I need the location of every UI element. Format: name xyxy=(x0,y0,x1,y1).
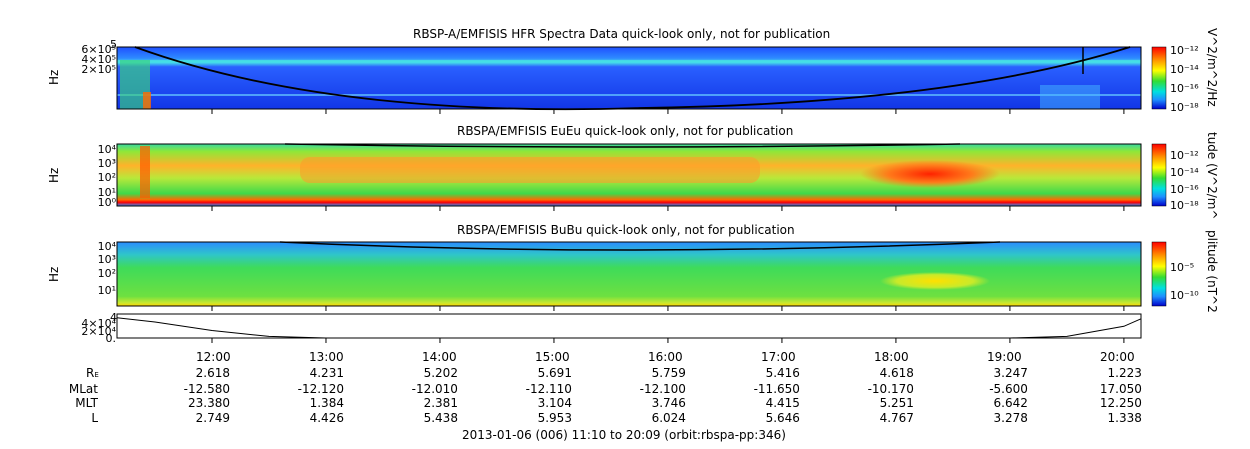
ephemeris-cell: 1.338 xyxy=(1107,411,1142,425)
time-tick-3: 15:00 xyxy=(535,350,570,364)
ephemeris-cell: -5.600 xyxy=(989,382,1028,396)
p1-cbar-label: V^2/m^2/Hz xyxy=(1205,28,1219,107)
time-tick-8: 20:00 xyxy=(1100,350,1135,364)
time-tick-5: 17:00 xyxy=(761,350,796,364)
panel2-title: RBSPA/EMFISIS EuEu quick-look only, not … xyxy=(457,124,794,138)
time-tick-7: 19:00 xyxy=(987,350,1022,364)
time-tick-1: 13:00 xyxy=(309,350,344,364)
panel3-spectrogram xyxy=(116,241,1142,307)
ephemeris-cell: 5.953 xyxy=(537,411,572,425)
ephemeris-cell: 12.250 xyxy=(1099,396,1142,410)
p1-ytick-0: 6×10⁵ xyxy=(81,43,116,56)
panel2-colorbar xyxy=(1151,143,1167,207)
eph-label-re-sub: E xyxy=(94,371,99,379)
ephemeris-cell: 4.231 xyxy=(309,366,344,380)
ephemeris-cell: -11.650 xyxy=(753,382,800,396)
p2-cbar-tick-1: 10⁻¹⁴ xyxy=(1170,166,1199,179)
p3-ytick-0: 10⁴ xyxy=(97,240,116,253)
time-tick-6: 18:00 xyxy=(874,350,909,364)
ephemeris-cell: 2.381 xyxy=(423,396,458,410)
panel4-axes xyxy=(116,313,1142,339)
p3-ytick-1: 10³ xyxy=(97,253,116,266)
p2-ytick-4: 10⁰ xyxy=(97,196,116,209)
ephemeris-cell: 3.247 xyxy=(993,366,1028,380)
panel1-spectrogram xyxy=(116,46,1142,111)
ephemeris-cell: -12.100 xyxy=(639,382,686,396)
p3-cbar-tick-1: 10⁻¹⁰ xyxy=(1170,289,1199,302)
p4-ytick-2: 0. xyxy=(105,332,117,345)
ephemeris-cell: 5.646 xyxy=(765,411,800,425)
eph-label-mlat: MLat xyxy=(68,382,98,396)
p4-ytick-0: 4×10⁴ xyxy=(81,317,116,330)
p3-cbar-tick-0: 10⁻⁵ xyxy=(1170,261,1195,274)
footer-caption: 2013-01-06 (006) 11:10 to 20:09 (orbit:r… xyxy=(462,428,786,442)
ephemeris-cell: 5.759 xyxy=(651,366,686,380)
panel1-colorbar xyxy=(1151,46,1167,110)
eph-label-mlt: MLT xyxy=(75,396,98,410)
time-tick-2: 14:00 xyxy=(422,350,457,364)
p2-cbar-tick-0: 10⁻¹² xyxy=(1170,149,1199,162)
p4-ytick-top: 4 xyxy=(110,311,117,324)
time-tick-0: 12:00 xyxy=(196,350,231,364)
p1-ytick-2: 2×10⁵ xyxy=(81,63,116,76)
ephemeris-cell: 4.618 xyxy=(879,366,914,380)
ephemeris-cell: 23.380 xyxy=(187,396,230,410)
eph-label-re: RE xyxy=(86,366,99,380)
ephemeris-cell: 17.050 xyxy=(1099,382,1142,396)
ephemeris-cell: -12.580 xyxy=(183,382,230,396)
p2-ytick-1: 10³ xyxy=(97,157,116,170)
panel3-title: RBSPA/EMFISIS BuBu quick-look only, not … xyxy=(457,223,795,237)
time-tick-4: 16:00 xyxy=(648,350,683,364)
ephemeris-cell: 6.024 xyxy=(651,411,686,425)
panel3-colorbar xyxy=(1151,241,1167,307)
ephemeris-cell: 3.746 xyxy=(651,396,686,410)
eph-label-re-main: R xyxy=(86,366,95,380)
ephemeris-cell: 1.223 xyxy=(1107,366,1142,380)
p1-cbar-tick-1: 10⁻¹⁴ xyxy=(1170,63,1199,76)
panel1-title: RBSP-A/EMFISIS HFR Spectra Data quick-lo… xyxy=(413,27,831,41)
ephemeris-cell: -12.010 xyxy=(411,382,458,396)
ephemeris-cell: 5.691 xyxy=(537,366,572,380)
p1-cbar-tick-3: 10⁻¹⁸ xyxy=(1170,101,1199,114)
eph-label-l: L xyxy=(91,411,98,425)
ephemeris-cell: 5.416 xyxy=(765,366,800,380)
ephemeris-cell: 5.438 xyxy=(423,411,458,425)
p3-cbar-label: plitude (nT^2 xyxy=(1205,230,1219,313)
ephemeris-cell: 2.749 xyxy=(195,411,230,425)
ephemeris-cell: 5.202 xyxy=(423,366,458,380)
ephemeris-cell: 1.384 xyxy=(309,396,344,410)
p1-ytick-1: 4×10⁵ xyxy=(81,53,116,66)
ephemeris-cell: 2.618 xyxy=(195,366,230,380)
time-axis-ticks xyxy=(211,109,1125,343)
p2-cbar-tick-2: 10⁻¹⁶ xyxy=(1170,183,1199,196)
p2-ytick-2: 10² xyxy=(97,171,116,184)
p4-ytick-1: 2×10⁴ xyxy=(81,325,116,338)
ephemeris-cell: -10.170 xyxy=(867,382,914,396)
ephemeris-cell: 4.767 xyxy=(879,411,914,425)
ephemeris-cell: 3.104 xyxy=(537,396,572,410)
ephemeris-cell: 5.251 xyxy=(879,396,914,410)
p3-ytick-3: 10¹ xyxy=(97,284,116,297)
ephemeris-cell: 6.642 xyxy=(993,396,1028,410)
p1-cbar-tick-2: 10⁻¹⁶ xyxy=(1170,82,1199,95)
p2-ytick-0: 10⁴ xyxy=(97,143,116,156)
panel2-spectrogram xyxy=(116,143,1142,207)
ephemeris-cell: 3.278 xyxy=(993,411,1028,425)
ephemeris-cell: 4.426 xyxy=(309,411,344,425)
p2-cbar-label: tude (V^2/m^ xyxy=(1205,132,1219,220)
ephemeris-cell: -12.110 xyxy=(525,382,572,396)
p2-ytick-3: 10¹ xyxy=(97,186,116,199)
p3-ytick-2: 10² xyxy=(97,267,116,280)
p1-ytick-extra: 5 xyxy=(110,38,117,51)
ephemeris-cell: 4.415 xyxy=(765,396,800,410)
p2-cbar-tick-3: 10⁻¹⁸ xyxy=(1170,199,1199,212)
p1-cbar-tick-0: 10⁻¹² xyxy=(1170,44,1199,57)
ephemeris-cell: -12.120 xyxy=(297,382,344,396)
